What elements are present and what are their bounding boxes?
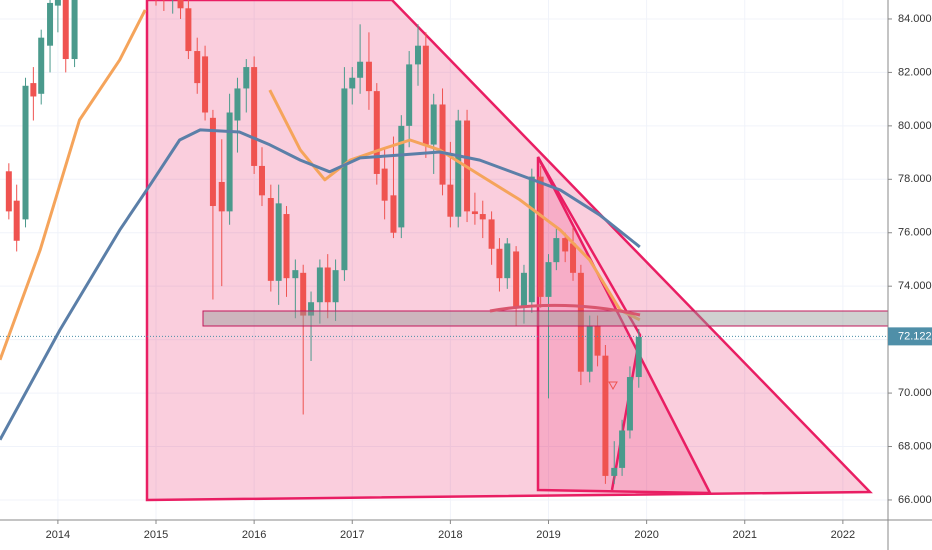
y-tick-label: 70.000 [898,387,932,399]
candle-body [594,326,601,356]
y-tick-label: 78.000 [898,173,932,185]
moving-average [0,128,641,441]
candle-body [47,2,54,46]
candle-body [194,51,201,84]
candle-body [430,104,437,145]
series [0,0,642,484]
candle-body [447,184,454,217]
candle-body [324,267,331,303]
candle-body [390,195,397,233]
candle-body [209,117,216,207]
candle-body [341,88,348,271]
x-tick-label: 2022 [831,529,855,541]
y-tick-label: 68.000 [898,440,932,452]
candle-body [422,45,429,145]
candle-body [626,377,633,431]
candle-body [308,302,315,316]
candle-body [455,120,462,217]
candle-body [71,0,78,60]
candle-body [577,272,584,372]
candle-body [283,214,290,279]
candle-body [619,430,626,468]
x-tick-label: 2015 [144,529,168,541]
candle-body [471,211,478,215]
candle-body [5,171,12,212]
last-price-label: 72.122 [898,330,932,342]
candle-body [365,61,372,92]
candle-body [38,37,45,94]
y-tick-label: 76.000 [898,227,932,239]
candle-body [406,64,413,126]
candle-body [479,214,486,220]
candle-body [439,104,446,185]
curve-drawing [489,303,641,317]
candle-body [570,243,577,273]
candle-body [586,326,593,372]
candle-body [553,238,560,263]
candle-body [316,267,323,303]
candle-body [349,77,356,89]
candle-body [496,248,503,279]
candle-body [202,56,209,113]
candle-body [513,251,520,308]
x-tick-label: 2018 [438,529,462,541]
triangle-drawing [536,156,713,495]
candle-body [373,91,380,174]
candle-body [54,0,61,6]
candle-body [504,243,511,279]
y-tick-label: 84.000 [898,13,932,25]
candle-body [545,262,552,297]
candle-body [357,61,364,78]
candle-body [218,181,225,212]
candle-body [528,176,535,303]
candle-body [292,270,299,279]
candle-body [177,0,184,9]
candle-body [537,176,544,297]
range-box [202,310,888,327]
candle-body [635,336,642,378]
last-price-box [888,327,932,346]
x-tick-label: 2020 [634,529,658,541]
x-tick-label: 2014 [46,529,70,541]
x-tick-label: 2021 [733,529,757,541]
candle-body [62,0,69,60]
moving-average [0,9,641,361]
y-tick-label: 82.000 [898,66,932,78]
x-tick-label: 2017 [340,529,364,541]
candle-body [185,8,192,52]
candle-body [30,83,37,97]
overlays [202,303,888,391]
y-tick-label: 74.000 [898,280,932,292]
candle-body [602,355,609,476]
x-tick-label: 2016 [242,529,266,541]
candle-body [398,125,405,228]
candle-body [611,467,618,476]
candle-body [275,203,282,281]
candle-body [562,238,569,252]
candle-body [226,112,233,212]
candle-body [22,85,29,220]
candle-body [267,198,274,281]
candle-body [258,165,265,196]
candle-body [520,272,527,308]
candle-body [13,200,20,241]
candle-body [488,219,495,249]
candle-body [414,45,421,65]
y-tick-label: 66.000 [898,494,932,506]
x-tick-label: 2019 [536,529,560,541]
candle-body [243,67,250,89]
y-tick-label: 80.000 [898,120,932,132]
candle-body [251,67,258,166]
candle-body [234,88,241,121]
candle-body [300,272,307,316]
marker [608,381,618,391]
candle-body [332,270,339,303]
candle-body [381,168,388,201]
